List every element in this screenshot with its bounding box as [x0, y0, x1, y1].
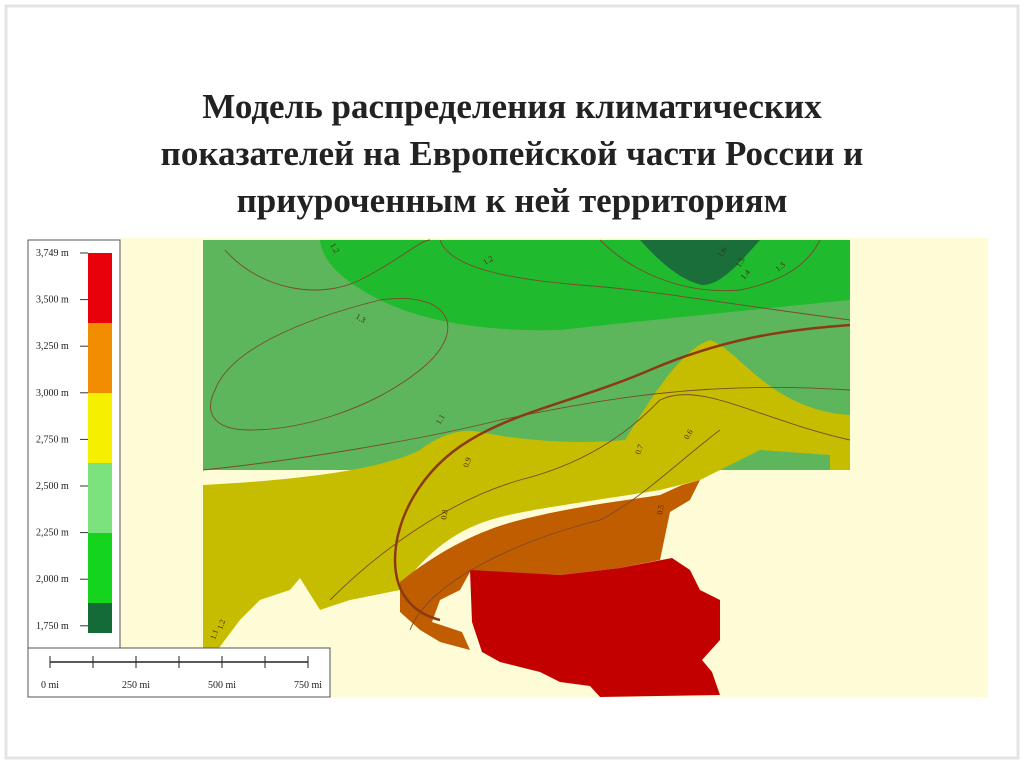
scale-box	[27, 647, 331, 698]
contour-label: 0.8	[439, 509, 450, 520]
contour-label: 1.2	[215, 618, 227, 630]
contour-label: 1.2	[482, 254, 495, 267]
legend-label: 1,750 m	[36, 621, 69, 632]
contour-label: 1.3	[354, 312, 367, 325]
contour-label: 1.1	[208, 628, 220, 640]
title-line: приуроченным к ней территориям	[237, 181, 788, 220]
legend-label: 3,749 m	[36, 248, 69, 259]
legend-label: 3,250 m	[36, 341, 69, 352]
contour-label: 0.6	[682, 428, 695, 441]
legend-label: 2,000 m	[36, 574, 69, 585]
legend-label: 2,500 m	[36, 481, 69, 492]
scale-label: 0 mi	[41, 680, 59, 691]
title-line: показателей на Европейской части России …	[161, 134, 864, 173]
contour-label: 0.9	[461, 456, 473, 468]
legend-label: 2,250 m	[36, 528, 69, 539]
contour-label: 0.5	[655, 504, 666, 515]
title-line: Модель распределения климатических	[202, 87, 822, 126]
contour-label: 0.7	[633, 443, 645, 455]
contour-label: 1.1	[434, 413, 447, 426]
scale-label: 250 mi	[122, 680, 150, 691]
scale-label: 500 mi	[208, 680, 236, 691]
legend-label: 2,750 m	[36, 434, 69, 445]
color-bar	[88, 253, 112, 633]
contour-label: 1.2	[328, 242, 341, 255]
contour-label: 1.5	[734, 256, 747, 269]
scale-label: 750 mi	[294, 680, 322, 691]
map	[120, 238, 988, 697]
legend-label: 3,500 m	[36, 295, 69, 306]
legend-label: 3,000 m	[36, 388, 69, 399]
contour-label: 1.6	[716, 246, 729, 259]
